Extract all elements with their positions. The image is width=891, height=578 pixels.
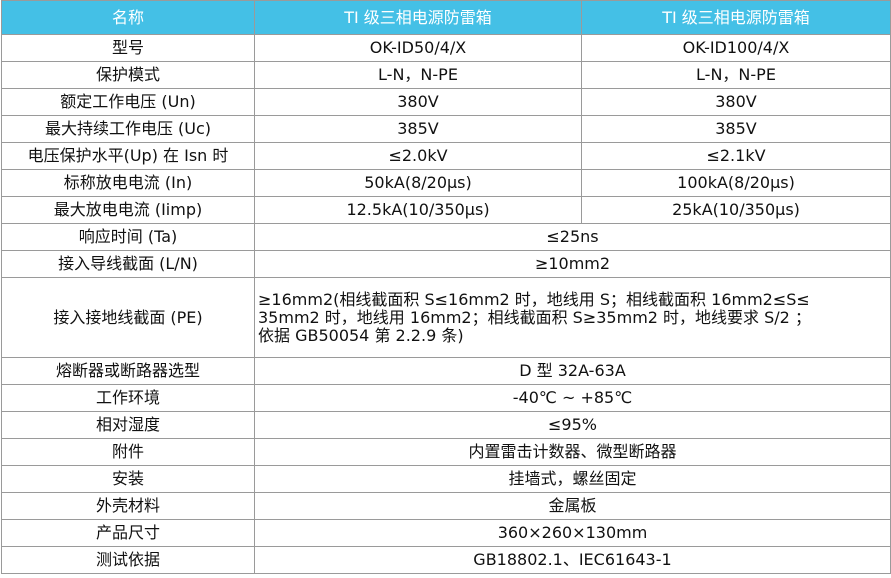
table-cell: 12.5kA(10/350μs) — [254, 196, 582, 224]
table-cell: 附件 — [1, 438, 255, 466]
cell-line: 依据 GB50054 第 2.2.9 条) — [258, 325, 464, 345]
header-cell: TI 级三相电源防雷箱 — [254, 0, 582, 35]
header-cell: TI 级三相电源防雷箱 — [581, 0, 891, 35]
table-row: 附件 内置雷击计数器、微型断路器 — [1, 438, 891, 466]
table-cell: GB18802.1、IEC61643-1 — [254, 546, 891, 574]
table-cell: 最大放电电流 (Iimp) — [1, 196, 255, 224]
table-cell: L-N，N-PE — [581, 61, 891, 89]
table-cell: 额定工作电压 (Un) — [1, 88, 255, 116]
table-row: 标称放电电流 (In) 50kA(8/20μs) 100kA(8/20μs) — [1, 169, 891, 197]
table-cell: 接入导线截面 (L/N) — [1, 250, 255, 278]
table-cell: 测试依据 — [1, 546, 255, 574]
table-cell: 型号 — [1, 34, 255, 62]
table-cell: ≤2.1kV — [581, 142, 891, 170]
table-row: 熔断器或断路器选型 D 型 32A-63A — [1, 357, 891, 385]
table-cell: ≥10mm2 — [254, 250, 891, 278]
table-row: 响应时间 (Ta) ≤25ns — [1, 223, 891, 251]
table-row: 相对湿度 ≤95% — [1, 411, 891, 439]
table-cell: OK-ID50/4/X — [254, 34, 582, 62]
table-row: 最大放电电流 (Iimp) 12.5kA(10/350μs) 25kA(10/350… — [1, 196, 891, 224]
table-cell: 25kA(10/350μs) — [581, 196, 891, 224]
table-row: 最大持续工作电压 (Uc) 385V 385V — [1, 115, 891, 143]
table-cell: 385V — [254, 115, 582, 143]
table-row: 型号 OK-ID50/4/X OK-ID100/4/X — [1, 34, 891, 62]
table-cell: 标称放电电流 (In) — [1, 169, 255, 197]
table-row: 工作环境 -40℃ ~ +85℃ — [1, 384, 891, 412]
table-cell: 外壳材料 — [1, 492, 255, 520]
table-cell: ≤25ns — [254, 223, 891, 251]
table-cell: 最大持续工作电压 (Uc) — [1, 115, 255, 143]
table-cell: ≥16mm2(相线截面积 S≤16mm2 时，地线用 S；相线截面积 16mm2… — [254, 277, 891, 358]
table-cell: 380V — [581, 88, 891, 116]
cell-line: 35mm2 时，地线用 16mm2；相线截面积 S≥35mm2 时，地线要求 S… — [258, 307, 811, 327]
header-row: 名称 TI 级三相电源防雷箱 TI 级三相电源防雷箱 — [1, 0, 891, 35]
table-row: 外壳材料 金属板 — [1, 492, 891, 520]
table-cell: OK-ID100/4/X — [581, 34, 891, 62]
table-cell: 安装 — [1, 465, 255, 493]
table-row: 测试依据 GB18802.1、IEC61643-1 — [1, 546, 891, 574]
table-cell: L-N，N-PE — [254, 61, 582, 89]
table-row: 保护模式 L-N，N-PE L-N，N-PE — [1, 61, 891, 89]
table-cell: 响应时间 (Ta) — [1, 223, 255, 251]
table-cell: ≤95% — [254, 411, 891, 439]
table-cell: -40℃ ~ +85℃ — [254, 384, 891, 412]
table-cell: 100kA(8/20μs) — [581, 169, 891, 197]
table-cell: 50kA(8/20μs) — [254, 169, 582, 197]
table-cell: 电压保护水平(Up) 在 Isn 时 — [1, 142, 255, 170]
table-row: 产品尺寸 360×260×130mm — [1, 519, 891, 547]
table-cell: 相对湿度 — [1, 411, 255, 439]
header-cell: 名称 — [1, 0, 255, 35]
table-row: 电压保护水平(Up) 在 Isn 时 ≤2.0kV ≤2.1kV — [1, 142, 891, 170]
table-cell: ≤2.0kV — [254, 142, 582, 170]
table-cell: 360×260×130mm — [254, 519, 891, 547]
table-cell: 内置雷击计数器、微型断路器 — [254, 438, 891, 466]
table-row: 接入导线截面 (L/N) ≥10mm2 — [1, 250, 891, 278]
table-cell: 工作环境 — [1, 384, 255, 412]
table-row: 额定工作电压 (Un) 380V 380V — [1, 88, 891, 116]
table-cell: 380V — [254, 88, 582, 116]
table-cell: 产品尺寸 — [1, 519, 255, 547]
table-row: 接入接地线截面 (PE) ≥16mm2(相线截面积 S≤16mm2 时，地线用 S… — [1, 277, 891, 358]
table-cell: 金属板 — [254, 492, 891, 520]
cell-line: ≥16mm2(相线截面积 S≤16mm2 时，地线用 S；相线截面积 16mm2… — [258, 289, 810, 309]
table-cell: 熔断器或断路器选型 — [1, 357, 255, 385]
table-cell: 挂墙式，螺丝固定 — [254, 465, 891, 493]
table-cell: 接入接地线截面 (PE) — [1, 277, 255, 358]
table-cell: 385V — [581, 115, 891, 143]
table-cell: D 型 32A-63A — [254, 357, 891, 385]
table-row: 安装 挂墙式，螺丝固定 — [1, 465, 891, 493]
table-cell: 保护模式 — [1, 61, 255, 89]
